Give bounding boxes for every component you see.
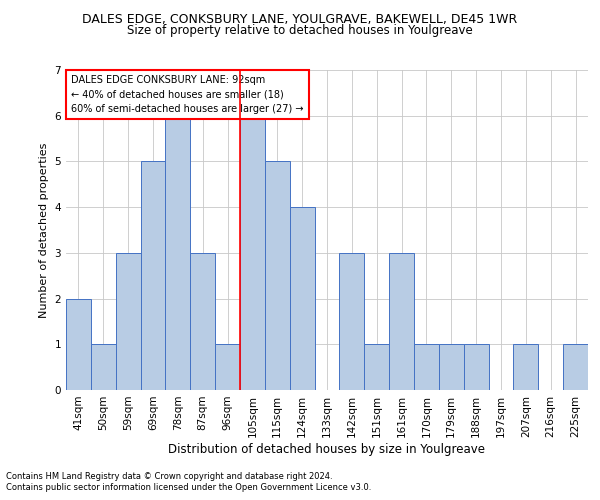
Bar <box>116 253 140 390</box>
Text: DALES EDGE CONKSBURY LANE: 92sqm
← 40% of detached houses are smaller (18)
60% o: DALES EDGE CONKSBURY LANE: 92sqm ← 40% o… <box>71 75 304 114</box>
Bar <box>439 344 464 390</box>
Bar <box>563 344 588 390</box>
Bar <box>340 253 364 390</box>
Text: DALES EDGE, CONKSBURY LANE, YOULGRAVE, BAKEWELL, DE45 1WR: DALES EDGE, CONKSBURY LANE, YOULGRAVE, B… <box>82 12 518 26</box>
Bar <box>414 344 439 390</box>
Bar <box>190 253 215 390</box>
Bar <box>140 162 166 390</box>
Bar <box>464 344 488 390</box>
Text: Size of property relative to detached houses in Youlgreave: Size of property relative to detached ho… <box>127 24 473 37</box>
Y-axis label: Number of detached properties: Number of detached properties <box>39 142 49 318</box>
Bar <box>514 344 538 390</box>
Text: Contains HM Land Registry data © Crown copyright and database right 2024.: Contains HM Land Registry data © Crown c… <box>6 472 332 481</box>
Bar <box>265 162 290 390</box>
Bar <box>240 116 265 390</box>
Bar <box>364 344 389 390</box>
Bar <box>66 298 91 390</box>
X-axis label: Distribution of detached houses by size in Youlgreave: Distribution of detached houses by size … <box>169 442 485 456</box>
Text: Contains public sector information licensed under the Open Government Licence v3: Contains public sector information licen… <box>6 484 371 492</box>
Bar <box>91 344 116 390</box>
Bar <box>215 344 240 390</box>
Bar <box>166 116 190 390</box>
Bar <box>290 207 314 390</box>
Bar <box>389 253 414 390</box>
